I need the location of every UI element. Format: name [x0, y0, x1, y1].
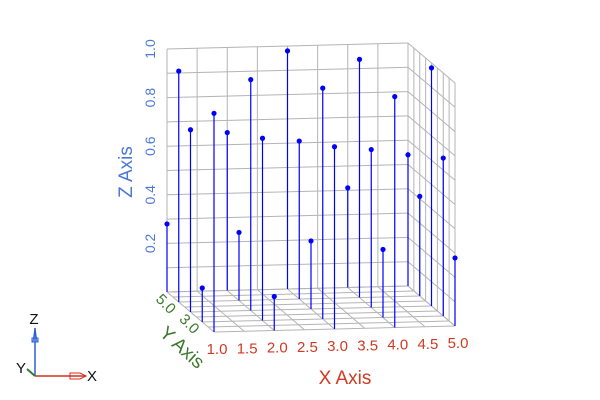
data-point — [428, 65, 435, 71]
orientation-triad: Z X Y — [16, 311, 97, 385]
y-axis-label: Y Axis — [155, 323, 208, 374]
floor-grid-line — [172, 290, 414, 298]
x-tick-label: 3.0 — [327, 338, 348, 355]
x-tick-label: 4.5 — [417, 336, 438, 353]
data-point — [187, 127, 194, 133]
triad-z-label: Z — [29, 311, 38, 328]
z-tick-label: 0.6 — [142, 136, 158, 156]
data-point — [356, 56, 363, 62]
triad-x-arrow-icon — [69, 372, 88, 380]
x-tick-label: 1.5 — [237, 340, 258, 357]
data-point — [331, 144, 338, 150]
data-point — [199, 285, 205, 291]
data-point — [224, 129, 230, 136]
data-point — [248, 77, 254, 83]
data-point — [176, 68, 182, 74]
x-tick-label: 2.0 — [267, 340, 288, 357]
data-point — [452, 255, 458, 261]
floor-grid-line — [208, 320, 450, 328]
z-axis-label: Z Axis — [116, 146, 137, 198]
back-wall-grid-line — [166, 42, 409, 50]
x-tick-label: 1.0 — [207, 341, 228, 358]
triad-z-arrow-icon — [31, 327, 39, 343]
z-tick-label: 0.4 — [142, 185, 158, 205]
floor-grid-line — [184, 300, 426, 308]
x-tick-label: 5.0 — [448, 335, 469, 352]
data-point — [392, 94, 398, 100]
data-point — [380, 246, 386, 253]
data-point — [440, 155, 446, 161]
z-tick-label: 0.8 — [142, 88, 158, 108]
triad-y-axis — [26, 368, 36, 377]
data-point — [308, 238, 314, 244]
floor-grid-line — [196, 310, 438, 318]
y-tick-label: 5.0 — [152, 291, 179, 318]
z-tick-label: 1.0 — [142, 39, 158, 59]
data-point — [259, 135, 266, 141]
data-point — [405, 152, 411, 158]
x-tick-label: 2.5 — [297, 339, 318, 356]
z-tick-label: 0.2 — [142, 233, 158, 253]
data-point — [368, 146, 374, 153]
data-point — [345, 185, 351, 191]
x-tick-label: 4.0 — [387, 337, 408, 354]
data-point — [236, 229, 242, 236]
data-point — [271, 293, 277, 300]
data-point — [417, 193, 423, 199]
data-point — [284, 48, 291, 54]
side-wall-grid-line — [407, 42, 456, 84]
data-point — [320, 85, 326, 91]
data-marks — [164, 48, 458, 332]
data-point — [296, 138, 302, 144]
x-tick-label: 3.5 — [357, 337, 378, 354]
triad-y-label: Y — [16, 360, 26, 377]
x-axis-label: X Axis — [319, 368, 372, 389]
data-point — [211, 110, 217, 116]
data-point — [164, 221, 170, 227]
triad-x-label: X — [87, 368, 97, 385]
